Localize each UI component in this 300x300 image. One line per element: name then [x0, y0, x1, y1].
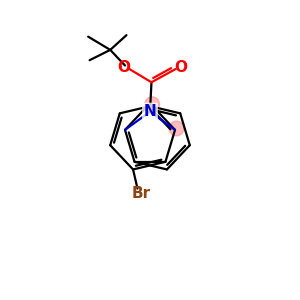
- Text: Br: Br: [131, 186, 151, 201]
- Circle shape: [145, 97, 160, 112]
- Text: N: N: [144, 104, 156, 119]
- Text: O: O: [174, 60, 188, 75]
- Circle shape: [169, 121, 184, 136]
- Text: O: O: [118, 60, 130, 75]
